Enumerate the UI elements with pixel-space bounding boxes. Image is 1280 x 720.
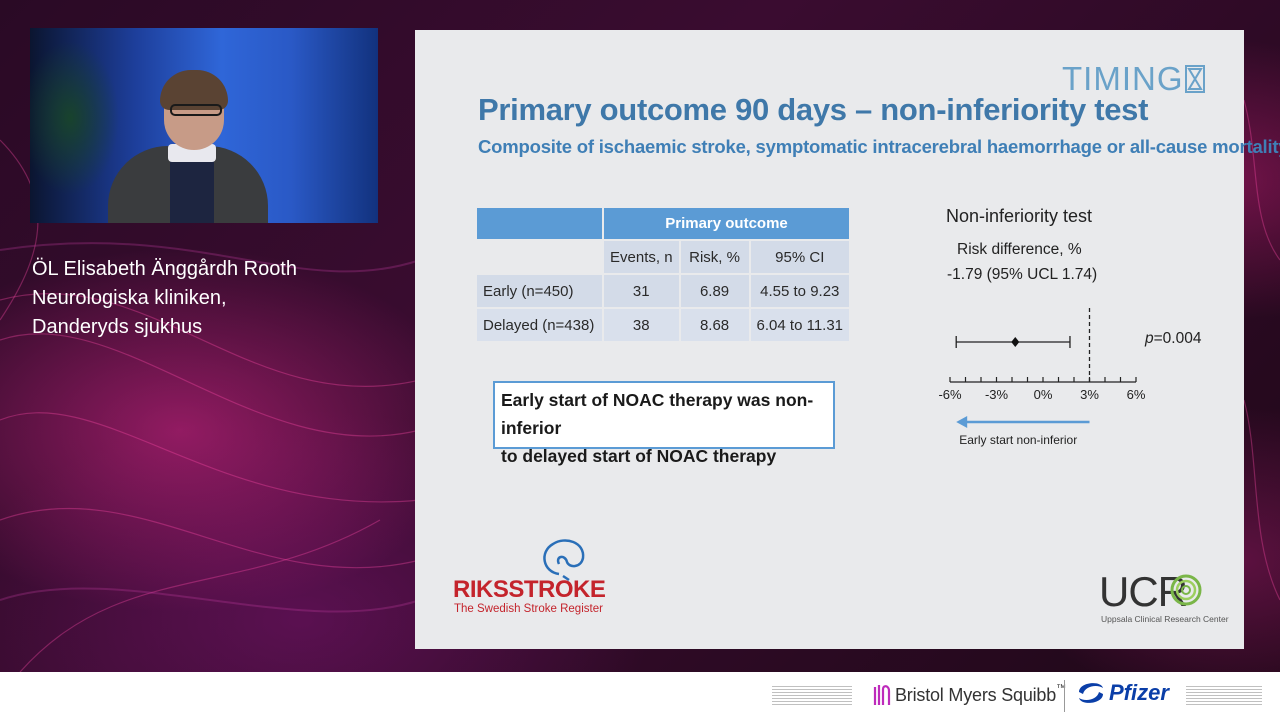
ucr-tagline: Uppsala Clinical Research Center xyxy=(1101,614,1229,624)
table-blank-cell xyxy=(475,239,604,275)
pfizer-name: Pfizer xyxy=(1109,680,1169,705)
risk-cell: 6.89 xyxy=(678,273,751,309)
trademark-mark: ™ xyxy=(1056,683,1066,694)
column-header: Risk, % xyxy=(678,239,751,275)
speaker-hospital: Danderyds sjukhus xyxy=(32,316,203,338)
pfizer-logo: Pfizer xyxy=(1075,678,1169,708)
table-group-header: Primary outcome xyxy=(601,206,852,241)
x-tick-label: 3% xyxy=(1080,387,1099,402)
conclusion-box: Early start of NOAC therapy was non-infe… xyxy=(493,381,835,466)
arrow-label: Early start non-inferior xyxy=(959,433,1077,447)
timing-logo-text: TIMING xyxy=(1062,60,1184,97)
p-value: p=0.004 xyxy=(1145,330,1201,348)
x-tick-label: -6% xyxy=(938,387,962,402)
events-cell: 31 xyxy=(602,273,681,309)
x-tick-label: 0% xyxy=(1034,387,1053,402)
hourglass-icon xyxy=(1185,65,1206,93)
speaker-hair xyxy=(160,70,228,110)
speaker-department: Neurologiska kliniken, xyxy=(32,287,227,309)
outcome-table: Primary outcome Events, n Risk, % 95% CI… xyxy=(475,206,852,343)
conclusion-line: to delayed start of NOAC therapy xyxy=(501,446,777,466)
sponsor-separator xyxy=(1064,680,1065,712)
table-corner-cell xyxy=(475,206,604,241)
riksstroke-logo: RIKSSTROKE xyxy=(453,576,606,603)
table-group-header-row: Primary outcome xyxy=(475,206,852,241)
p-value-label: p xyxy=(1145,330,1154,347)
bms-name: Bristol Myers Squibb xyxy=(895,684,1057,705)
table-row: Early (n=450) 31 6.89 4.55 to 9.23 xyxy=(475,273,852,309)
sponsor-bar xyxy=(0,672,1280,720)
ci-cell: 4.55 to 9.23 xyxy=(748,273,852,309)
riksstroke-brain-icon xyxy=(543,539,585,582)
point-estimate xyxy=(1011,337,1020,347)
pfizer-swirl-icon xyxy=(1079,683,1103,703)
forest-plot-estimate: -1.79 (95% UCL 1.74) xyxy=(947,266,1098,283)
arrow-head xyxy=(956,416,968,428)
forest-plot: -6% -3% 0% 3% 6% Early start non-inferior xyxy=(938,308,1145,447)
p-value-number: =0.004 xyxy=(1153,330,1202,347)
timing-logo: TIMING xyxy=(1062,60,1206,97)
column-header: 95% CI xyxy=(748,239,852,275)
riksstroke-tagline: The Swedish Stroke Register xyxy=(454,603,603,615)
forest-plot-measure: Risk difference, % xyxy=(957,241,1082,258)
ucr-swirl-icon xyxy=(1170,574,1202,606)
speaker-caption: ÖL Elisabeth Änggårdh Rooth Neurologiska… xyxy=(32,255,297,342)
row-label: Delayed (n=438) xyxy=(475,307,604,343)
ci-cell: 6.04 to 11.31 xyxy=(748,307,852,343)
slide-title: Primary outcome 90 days – non-inferiorit… xyxy=(478,92,1149,127)
x-tick-label: 6% xyxy=(1127,387,1145,402)
decorative-stripes xyxy=(1186,686,1262,706)
decorative-stripes xyxy=(772,686,852,706)
column-header: Events, n xyxy=(602,239,681,275)
table-row: Delayed (n=438) 38 8.68 6.04 to 11.31 xyxy=(475,307,852,343)
x-tick-label: -3% xyxy=(985,387,1009,402)
speaker-glasses xyxy=(170,104,222,116)
forest-plot-title: Non-inferiority test xyxy=(946,206,1093,226)
slide-subtitle: Composite of ischaemic stroke, symptomat… xyxy=(478,136,1280,157)
risk-cell: 8.68 xyxy=(678,307,751,343)
bms-logo: Bristol Myers Squibb ™ xyxy=(872,683,1066,707)
events-cell: 38 xyxy=(602,307,681,343)
bms-mark-icon xyxy=(873,685,891,705)
row-label: Early (n=450) xyxy=(475,273,604,309)
table-column-header-row: Events, n Risk, % 95% CI xyxy=(475,239,852,275)
speaker-video xyxy=(30,28,378,223)
conclusion-line: Early start of NOAC therapy was non-infe… xyxy=(501,390,814,438)
presentation-slide: TIMING Primary outcome 90 days – non-inf… xyxy=(415,30,1280,649)
speaker-collar xyxy=(168,144,216,162)
speaker-name: ÖL Elisabeth Änggårdh Rooth xyxy=(32,258,297,280)
